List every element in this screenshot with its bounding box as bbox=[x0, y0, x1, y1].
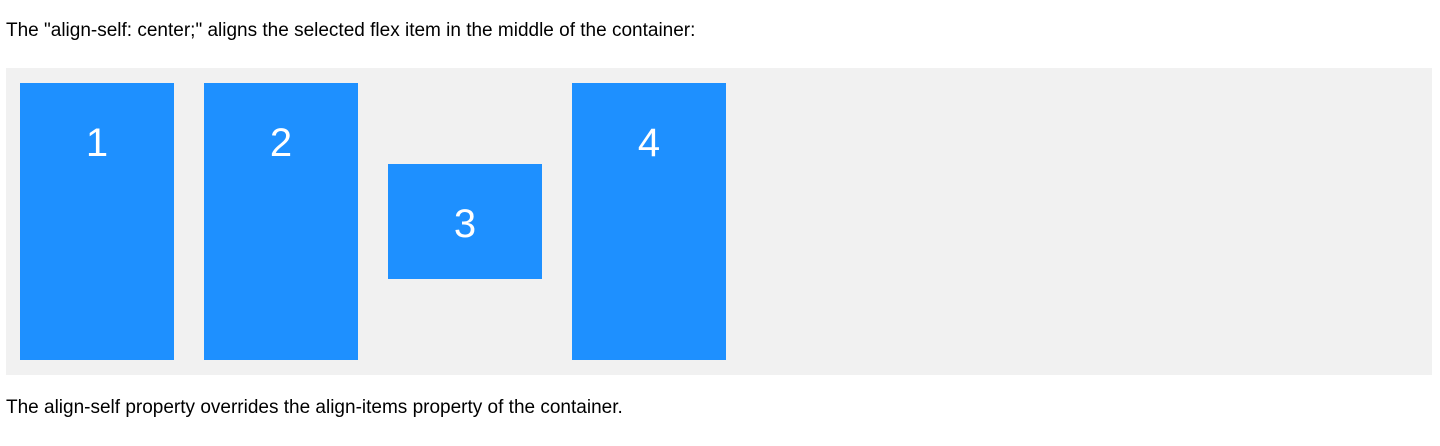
outro-paragraph: The align-self property overrides the al… bbox=[6, 397, 623, 418]
flex-item-2: 2 bbox=[204, 83, 358, 360]
flex-item-3-centered: 3 bbox=[388, 164, 542, 279]
flex-item-4: 4 bbox=[572, 83, 726, 360]
flex-container: 1 2 3 4 bbox=[6, 68, 1432, 375]
intro-paragraph: The "align-self: center;" aligns the sel… bbox=[6, 20, 696, 41]
flex-item-1: 1 bbox=[20, 83, 174, 360]
